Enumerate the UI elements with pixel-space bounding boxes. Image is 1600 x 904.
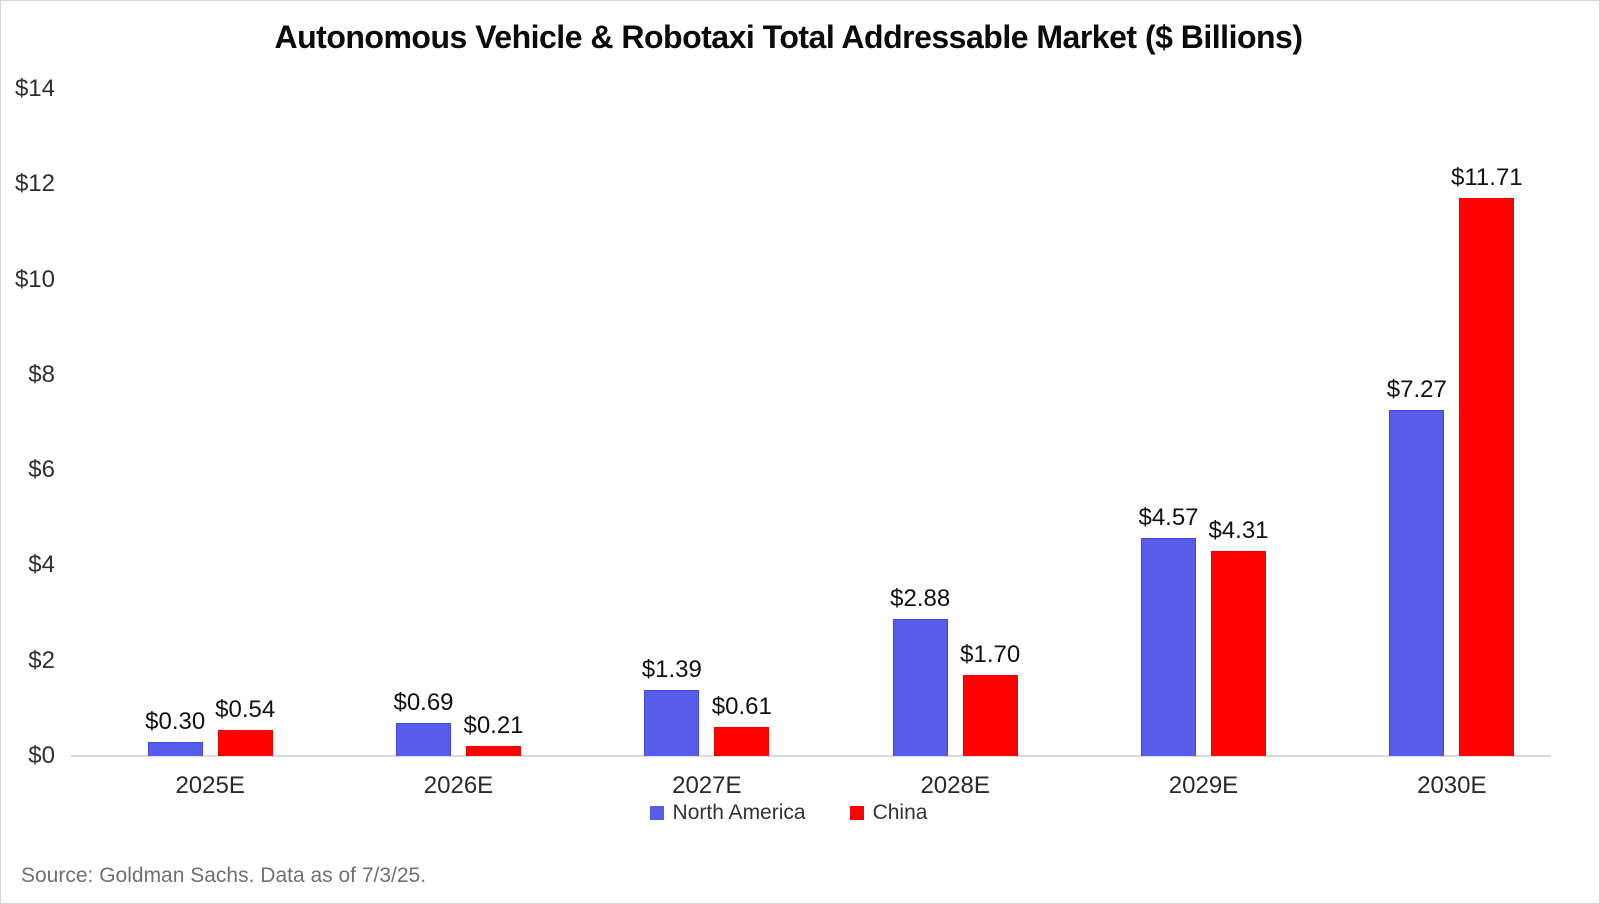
bar-china-2025e [217, 730, 273, 756]
bar-value-label-north-america-2026e: $0.69 [393, 689, 454, 717]
bar-value-label-china-2029e: $4.31 [1208, 516, 1269, 544]
bar-china-2029e [1211, 550, 1266, 756]
bar-china-2030e [1459, 198, 1515, 756]
bar-value-label-north-america-2025e: $0.30 [145, 707, 206, 735]
y-axis-tick-label: $2 [28, 646, 55, 674]
bar-north-america-2029e [1141, 538, 1196, 756]
legend-item-china: China [849, 801, 928, 825]
bar-china-2028e [962, 675, 1018, 756]
legend-label-north-america: North America [672, 801, 806, 824]
x-axis-line [71, 755, 1551, 757]
bar-value-label-north-america-2029e: $4.57 [1138, 504, 1199, 532]
y-axis-tick-label: $14 [14, 75, 55, 102]
chart-title: Autonomous Vehicle & Robotaxi Total Addr… [274, 19, 1304, 55]
bar-value-label-north-america-2030e: $7.27 [1386, 375, 1447, 403]
x-axis-category-label-2030e: 2030E [1417, 772, 1487, 799]
bar-north-america-2027e [644, 689, 700, 756]
legend-label-china: China [872, 801, 928, 824]
bar-north-america-2030e [1389, 409, 1445, 756]
x-axis-category-label-2026e: 2026E [423, 772, 494, 799]
bar-north-america-2025e [147, 741, 203, 756]
bar-north-america-2026e [396, 723, 451, 756]
bar-value-label-china-2026e: $0.21 [463, 711, 524, 739]
y-axis-tick-label: $6 [28, 456, 55, 484]
source-note: Source: Goldman Sachs. Data as of 7/3/25… [21, 864, 427, 887]
legend: North America China [1, 798, 1576, 828]
legend-item-north-america: North America [649, 801, 806, 825]
y-axis-tick-label: $10 [14, 265, 55, 293]
bar-value-label-china-2027e: $0.61 [711, 692, 772, 720]
bar-value-label-north-america-2028e: $2.88 [890, 584, 951, 612]
bar-north-america-2028e [892, 618, 948, 756]
bar-value-label-china-2025e: $0.54 [215, 696, 276, 724]
bar-value-label-china-2028e: $1.70 [960, 641, 1021, 668]
y-axis-tick-label: $12 [14, 170, 55, 198]
y-axis-tick-label: $8 [28, 360, 55, 388]
x-axis-category-label-2027e: 2027E [672, 772, 742, 799]
bar-china-2027e [714, 726, 770, 756]
bar-china-2026e [466, 745, 521, 756]
y-axis-tick-label: $0 [28, 742, 55, 769]
legend-swatch-north-america [649, 806, 664, 820]
x-axis-category-label-2029e: 2029E [1168, 772, 1239, 799]
bar-value-label-north-america-2027e: $1.39 [641, 655, 702, 683]
x-axis-category-label-2025e: 2025E [175, 772, 245, 799]
y-axis-tick-label: $4 [28, 551, 55, 579]
x-axis-category-label-2028e: 2028E [920, 772, 990, 799]
legend-swatch-china [849, 806, 864, 820]
bar-value-label-china-2030e: $11.71 [1451, 164, 1523, 192]
